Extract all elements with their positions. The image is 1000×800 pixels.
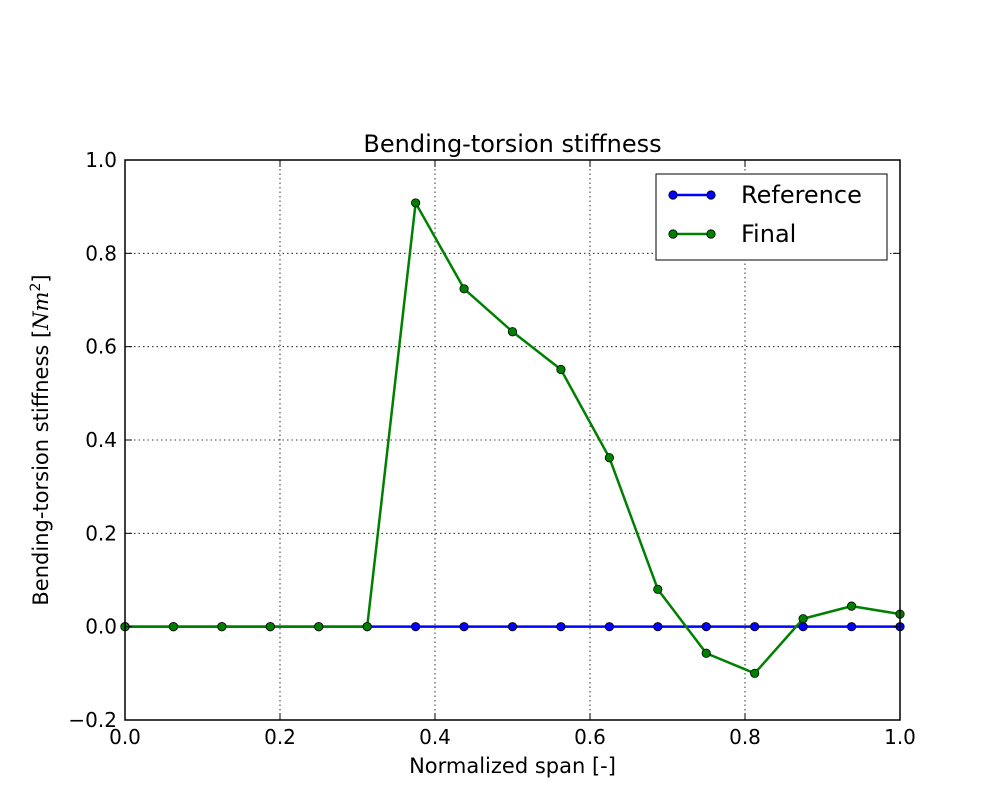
legend-label-final: Final — [741, 220, 796, 248]
x-tick-label: 0.4 — [419, 725, 451, 749]
y-tick-label: 1.0 — [85, 148, 117, 172]
x-tick-label: 0.2 — [264, 725, 296, 749]
data-point-reference — [556, 622, 566, 632]
x-tick-label: 0.6 — [574, 725, 606, 749]
x-tick-label: 0.8 — [729, 725, 761, 749]
data-point-final — [217, 622, 227, 632]
y-tick-label: −0.2 — [68, 708, 117, 732]
data-point-final — [798, 614, 808, 624]
data-point-final — [168, 622, 179, 632]
chart-title: Bending-torsion stiffness — [363, 130, 661, 158]
data-point-final — [507, 327, 518, 337]
data-point-final — [556, 364, 566, 375]
data-point-reference — [750, 622, 760, 632]
legend-entry-final: Final — [668, 220, 796, 248]
data-point-final — [653, 584, 663, 594]
data-point-reference — [507, 622, 518, 632]
y-axis-label-text: Bending-torsion stiffness [ — [29, 330, 53, 606]
y-tick-label: 0.6 — [85, 335, 117, 359]
y-axis-label-unit: Nm — [29, 292, 53, 331]
data-point-final — [604, 453, 614, 463]
legend-box — [655, 173, 888, 261]
y-tick-label: 0.0 — [85, 615, 117, 639]
data-point-reference — [411, 622, 421, 632]
data-point-final — [459, 284, 469, 294]
legend-marker-reference — [706, 190, 716, 200]
legend: Reference Final — [655, 173, 888, 261]
y-tick-label: 0.8 — [85, 241, 117, 265]
series-final — [120, 198, 905, 678]
series-layer — [120, 198, 905, 678]
y-tick-label: 0.2 — [85, 521, 117, 545]
data-point-final — [314, 622, 324, 632]
y-axis-label-close: ] — [29, 274, 53, 282]
data-point-final — [846, 601, 857, 611]
data-point-reference — [459, 622, 469, 632]
x-tick-label: 0.0 — [109, 725, 141, 749]
data-point-final — [411, 198, 421, 208]
x-tick-label: 1.0 — [884, 725, 916, 749]
x-axis-label: Normalized span [-] — [409, 754, 616, 778]
series-line-final — [125, 201, 901, 675]
legend-marker-reference — [668, 190, 678, 200]
data-point-final — [362, 622, 372, 632]
tick-layer: 0.0 0.2 0.4 0.6 0.8 1.0−0.20.00.20.40.60.81.0 — [68, 148, 915, 749]
data-point-final — [750, 668, 760, 678]
data-point-reference — [846, 622, 857, 632]
data-point-reference — [604, 622, 614, 632]
data-point-final — [265, 622, 275, 632]
data-point-reference — [653, 622, 663, 632]
y-axis-label: Bending-torsion stiffness [Nm2] — [28, 274, 53, 605]
y-axis-label-unit-exponent: 2 — [28, 283, 44, 292]
legend-label-reference: Reference — [741, 181, 862, 209]
data-point-reference — [701, 622, 711, 632]
legend-entries: Reference Final — [668, 181, 862, 248]
legend-marker-final — [668, 229, 678, 239]
legend-entry-reference: Reference — [668, 181, 862, 209]
legend-marker-final — [706, 229, 716, 239]
y-tick-label: 0.4 — [85, 428, 117, 452]
data-point-final — [701, 648, 711, 658]
